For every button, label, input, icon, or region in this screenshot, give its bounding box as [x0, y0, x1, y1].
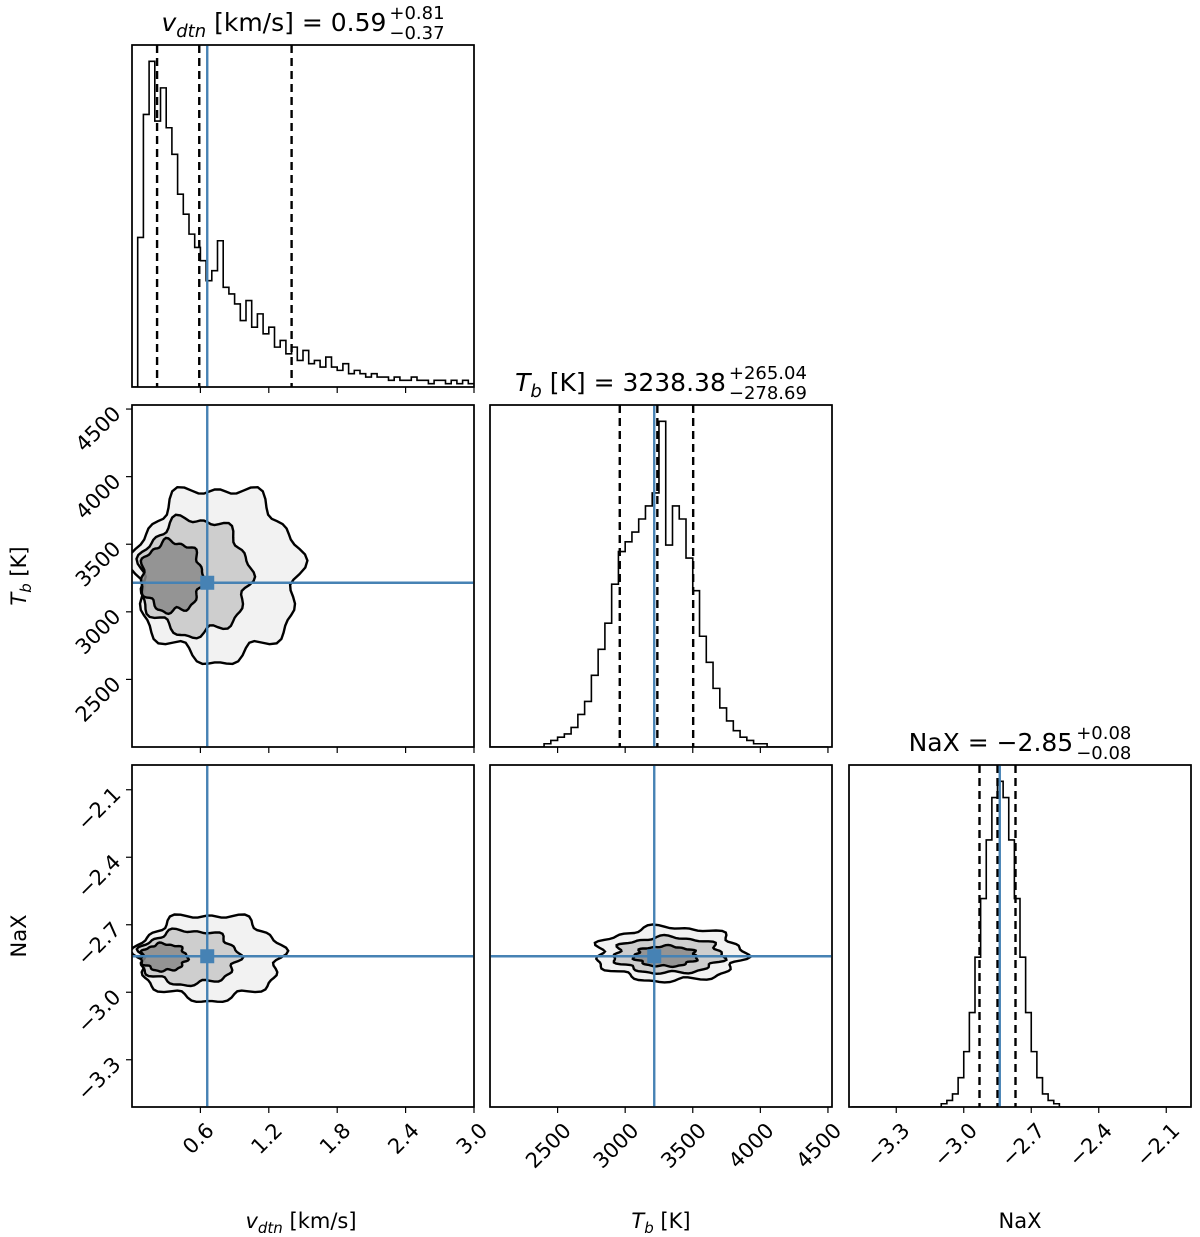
- truth-marker: [200, 949, 215, 964]
- y-tick-label: −3.0: [73, 985, 126, 1038]
- y-tick-label: 4000: [71, 469, 126, 524]
- y-tick-label: −2.4: [73, 850, 126, 903]
- y-tick-label: −2.1: [73, 782, 126, 835]
- panel-border: [131, 404, 475, 748]
- contour-group: [132, 405, 474, 747]
- truth-marker: [647, 949, 662, 964]
- contour-group: [132, 765, 474, 1107]
- y-tick-label: 2500: [71, 672, 126, 727]
- y-axis-label-T: Tb [K]: [7, 546, 35, 605]
- axis-symbol: v: [245, 1209, 258, 1233]
- histogram-group: [851, 765, 1189, 1107]
- panel-title: Tb [K] = 3238.38: [515, 368, 726, 402]
- axis-unit: [km/s]: [283, 1209, 357, 1233]
- x-axis-label-v: vdtn [km/s]: [245, 1209, 356, 1237]
- title-value: [km/s] = 0.59: [206, 8, 386, 37]
- axis-symbol: NaX: [999, 1209, 1042, 1233]
- histogram-group: [490, 405, 828, 747]
- title-plus-error: +265.04: [729, 363, 807, 384]
- x-tick-label: 3.0: [452, 1118, 493, 1159]
- title-minus-error: −278.69: [729, 383, 807, 404]
- histogram-panel: [131, 44, 475, 388]
- axis-subscript: b: [644, 1219, 654, 1237]
- y-tick-label: 4500: [71, 402, 126, 457]
- truth-marker: [200, 575, 215, 590]
- panel-border: [131, 44, 475, 388]
- x-tick-label: 4000: [724, 1118, 779, 1173]
- axis-symbol: T: [7, 591, 31, 606]
- x-tick-label: 3000: [589, 1118, 644, 1173]
- x-tick-label: 2500: [521, 1118, 576, 1173]
- panel-title: NaX = −2.85: [909, 728, 1074, 757]
- y-axis-label-NaX: NaX: [7, 915, 31, 958]
- x-tick-label: 1.2: [246, 1118, 287, 1159]
- x-tick-label: −3.0: [929, 1118, 982, 1171]
- title-value: = −2.85: [960, 728, 1073, 757]
- title-symbol: v: [161, 8, 177, 37]
- title-plus-error: +0.81: [389, 3, 444, 24]
- y-tick-label: 3500: [71, 537, 126, 592]
- panel-border: [131, 764, 475, 1108]
- axis-subscript: dtn: [258, 1219, 283, 1237]
- histogram-panel: [489, 404, 833, 748]
- axis-subscript: b: [17, 583, 35, 593]
- y-tick-label: 3000: [71, 604, 126, 659]
- contour-group: [490, 765, 832, 1107]
- histogram-step: [851, 780, 1189, 1107]
- title-value: [K] = 3238.38: [542, 368, 726, 397]
- x-tick-label: −2.7: [997, 1118, 1050, 1171]
- title-subscript: b: [530, 381, 541, 402]
- x-tick-label: 2.4: [383, 1118, 424, 1159]
- x-axis-label-T: Tb [K]: [631, 1209, 690, 1237]
- panel-border: [489, 404, 833, 748]
- title-minus-error: −0.37: [389, 23, 444, 44]
- histogram-step: [490, 420, 828, 747]
- title-minus-error: −0.08: [1076, 743, 1131, 764]
- y-tick-label: −3.3: [73, 1052, 126, 1105]
- panel-border: [848, 764, 1192, 1108]
- x-tick-label: 0.6: [178, 1118, 219, 1159]
- x-axis-label-NaX: NaX: [999, 1209, 1042, 1233]
- x-tick-label: 3500: [656, 1118, 711, 1173]
- axis-unit: [K]: [654, 1209, 691, 1233]
- axis-symbol: NaX: [7, 915, 31, 958]
- panel-title: vdtn [km/s] = 0.59: [161, 8, 386, 42]
- axis-symbol: T: [631, 1209, 646, 1233]
- y-tick-label: −2.7: [73, 917, 126, 970]
- x-tick-label: 1.8: [315, 1118, 356, 1159]
- title-symbol: T: [515, 368, 532, 397]
- title-subscript: dtn: [176, 21, 206, 42]
- x-tick-label: 4500: [791, 1118, 846, 1173]
- x-tick-label: −2.1: [1132, 1118, 1185, 1171]
- histogram-step: [132, 60, 474, 387]
- panel-border: [489, 764, 833, 1108]
- title-symbol: NaX: [909, 728, 960, 757]
- axis-unit: [K]: [7, 546, 31, 583]
- contour-level: [139, 536, 207, 616]
- title-plus-error: +0.08: [1076, 723, 1131, 744]
- x-tick-label: −3.3: [862, 1118, 915, 1171]
- x-tick-label: −2.4: [1064, 1118, 1117, 1171]
- histogram-group: [132, 45, 474, 387]
